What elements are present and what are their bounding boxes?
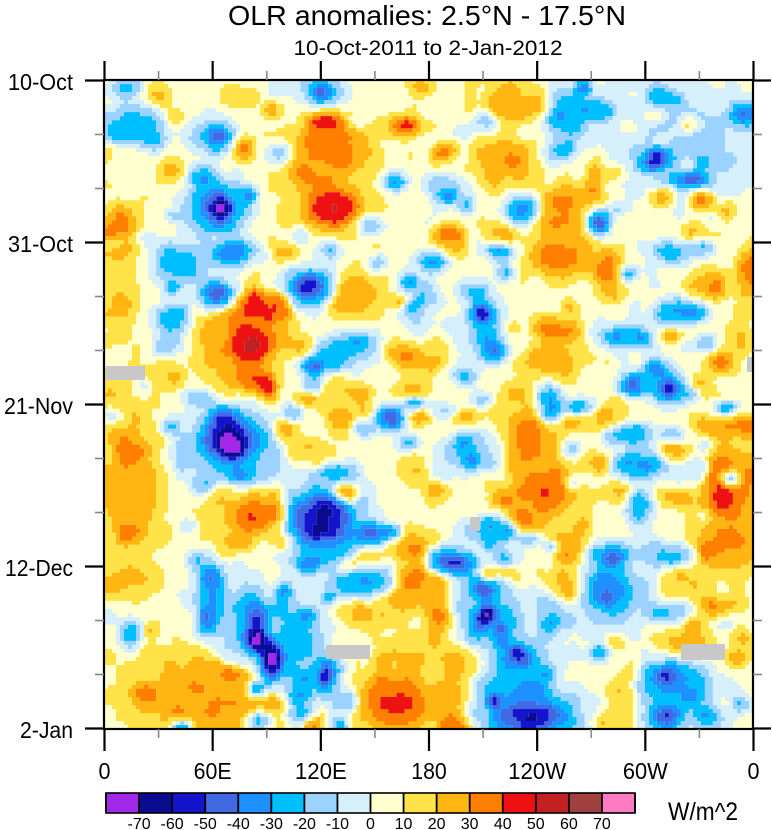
svg-text:0: 0 [748,758,760,784]
svg-text:20: 20 [428,816,446,830]
svg-text:60: 60 [560,816,578,830]
svg-text:10-Oct: 10-Oct [8,69,73,95]
svg-text:60E: 60E [194,758,232,784]
svg-text:10: 10 [395,816,413,830]
svg-text:50: 50 [527,816,545,830]
svg-text:-10: -10 [326,816,349,830]
svg-text:31-Oct: 31-Oct [8,231,73,257]
svg-text:12-Dec: 12-Dec [5,555,73,581]
svg-text:10-Oct-2011 to 2-Jan-2012: 10-Oct-2011 to 2-Jan-2012 [294,37,563,60]
svg-text:180: 180 [411,758,447,784]
svg-text:70: 70 [593,816,611,830]
svg-text:-20: -20 [293,816,316,830]
svg-text:0: 0 [99,758,111,784]
svg-text:30: 30 [461,816,479,830]
svg-text:120E: 120E [295,758,347,784]
svg-text:21-Nov: 21-Nov [4,393,73,419]
svg-text:OLR anomalies: 2.5°N - 17.5°N: OLR anomalies: 2.5°N - 17.5°N [228,0,626,31]
svg-text:40: 40 [494,816,512,830]
svg-text:0: 0 [366,816,375,830]
svg-text:60W: 60W [623,758,669,784]
svg-text:-30: -30 [260,816,283,830]
svg-text:W/m^2: W/m^2 [668,798,738,826]
svg-text:-50: -50 [194,816,217,830]
svg-text:2-Jan: 2-Jan [20,717,73,743]
svg-text:-70: -70 [127,816,150,830]
svg-text:120W: 120W [508,758,567,784]
svg-text:-40: -40 [227,816,250,830]
svg-text:-60: -60 [161,816,184,830]
